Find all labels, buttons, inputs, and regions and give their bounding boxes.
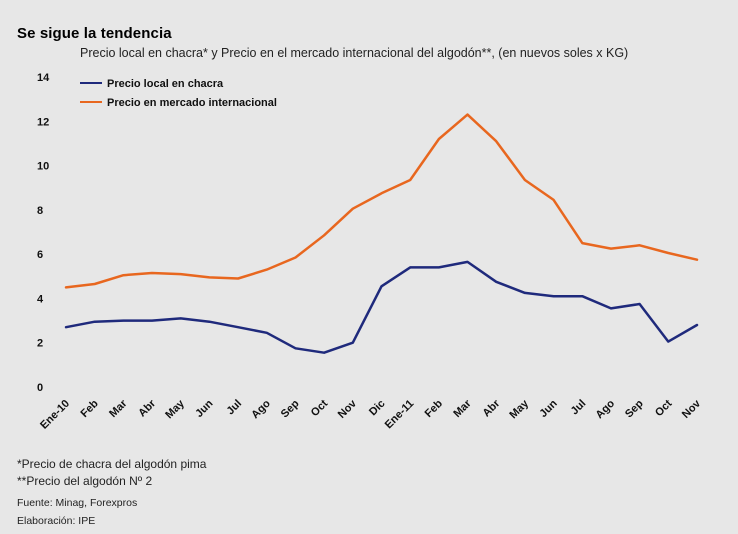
x-tick-label: Sep	[623, 397, 646, 420]
legend: Precio local en chacra Precio en mercado …	[80, 78, 277, 109]
x-tick-label: Ago	[593, 397, 617, 421]
source-text: Fuente: Minag, Forexpros	[17, 497, 138, 509]
y-tick-label: 0	[37, 382, 43, 394]
elaboration-text: Elaboración: IPE	[17, 515, 96, 527]
x-tick-label: Jul	[224, 398, 244, 418]
series-lines	[64, 113, 699, 354]
x-tick-label: Mar	[451, 397, 474, 420]
x-tick-label: Nov	[336, 397, 360, 421]
page-title: Se sigue la tendencia	[17, 25, 172, 42]
x-tick-label: Nov	[680, 397, 704, 421]
x-tick-label: Abr	[480, 397, 502, 419]
x-axis-ticks: Ene-10 Feb Mar Abr May Jun Jul Ago Sep Oct Nov DicE…	[38, 397, 704, 432]
x-tick-label: Oct	[309, 397, 331, 419]
x-tick-label: Ene-11	[383, 398, 417, 432]
x-tick-label: May	[163, 397, 187, 421]
x-tick-label: Jun	[193, 397, 216, 420]
series-line-international	[64, 113, 699, 289]
y-tick-label: 14	[37, 72, 50, 84]
y-tick-label: 8	[37, 205, 43, 217]
x-tick-label: Ene-10	[38, 398, 72, 432]
x-tick-label: Dic	[367, 398, 388, 419]
chart-subtitle: Precio local en chacra* y Precio en el m…	[80, 46, 629, 60]
x-tick-label: May	[507, 397, 531, 421]
x-tick-label: Jun	[537, 397, 560, 420]
y-tick-label: 2	[37, 338, 43, 350]
footnote-local-price: *Precio de chacra del algodón pima	[17, 457, 207, 471]
x-tick-label: Abr	[136, 397, 158, 419]
x-tick-label: Jul	[569, 398, 589, 418]
y-axis-ticks: 0 2 4 6 8 10 12 14	[37, 72, 50, 394]
x-tick-label: Mar	[107, 397, 130, 420]
x-tick-label: Feb	[423, 397, 446, 420]
y-tick-label: 12	[37, 116, 49, 128]
x-tick-label: Feb	[78, 397, 101, 420]
x-tick-label: Oct	[653, 397, 675, 419]
series-line-local	[64, 260, 699, 354]
y-tick-label: 4	[37, 293, 44, 305]
y-tick-label: 10	[37, 161, 49, 173]
legend-label: Precio en mercado internacional	[107, 97, 277, 109]
y-tick-label: 6	[37, 249, 43, 261]
legend-label: Precio local en chacra	[107, 78, 224, 90]
footnote-international-price: **Precio del algodón Nº 2	[17, 474, 153, 488]
x-tick-label: Ago	[249, 397, 273, 421]
x-tick-label: Sep	[279, 397, 302, 420]
